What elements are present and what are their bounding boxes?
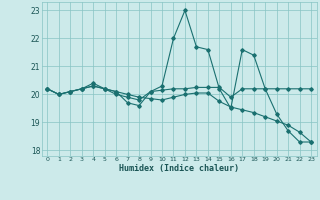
X-axis label: Humidex (Indice chaleur): Humidex (Indice chaleur) [119, 164, 239, 173]
